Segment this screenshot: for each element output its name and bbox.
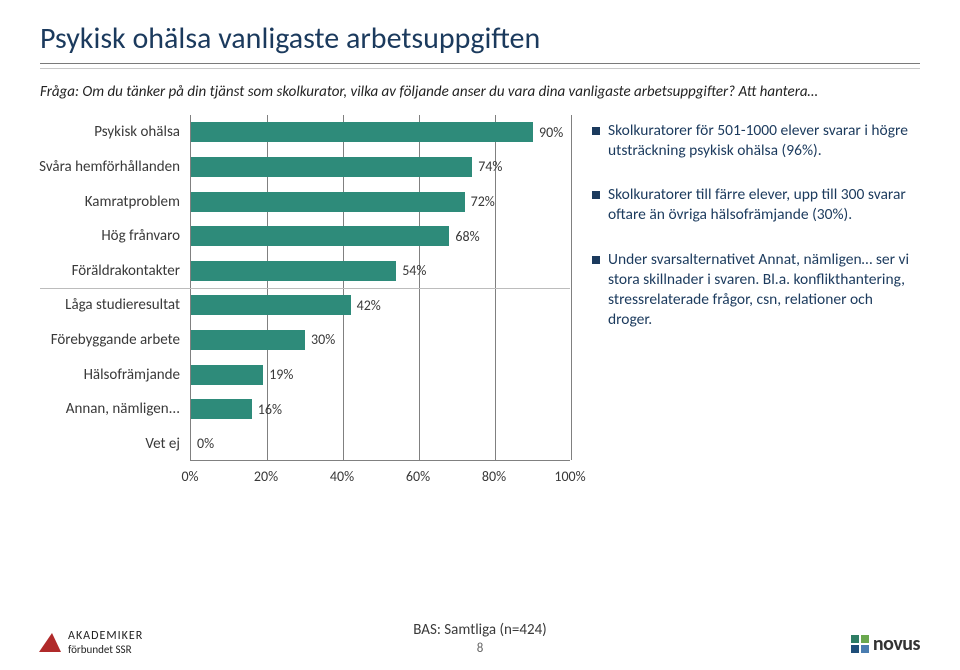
footer-center: BAS: Samtliga (n=424) 8: [0, 621, 960, 656]
bar-row: 19%: [191, 365, 293, 385]
title-rule-light: [40, 68, 920, 69]
bar: [191, 295, 351, 315]
bar-value-label: 72%: [471, 193, 495, 210]
bar-row: 72%: [191, 192, 495, 212]
bar-row: 42%: [191, 295, 381, 315]
bar-value-label: 19%: [269, 366, 293, 383]
bullet-marker-icon: [592, 127, 600, 135]
bar-value-label: 54%: [402, 262, 426, 279]
bar-row: 16%: [191, 399, 282, 419]
bar: [191, 399, 252, 419]
bar: [191, 226, 449, 246]
bullet-marker-icon: [592, 256, 600, 264]
x-axis-label: 40%: [330, 468, 354, 485]
bullet-text: Under svarsalternativet Annat, nämligen……: [608, 250, 920, 331]
bullet-item: Under svarsalternativet Annat, nämligen……: [592, 250, 920, 331]
bar-row: 74%: [191, 157, 502, 177]
novus-dots-icon: [851, 635, 869, 653]
category-label: Låga studieresultat: [20, 295, 180, 315]
category-label: Föräldrakontakter: [20, 261, 180, 281]
bullet-item: Skolkuratorer för 501-1000 elever svarar…: [592, 121, 920, 161]
title-rule: [40, 63, 920, 64]
category-label: Annan, nämligen...: [20, 399, 180, 419]
chart-area: 90% 74% 72% 68% 54% 42% 30% 19% 16% 0% 0% 20% 40% 60%…: [40, 115, 580, 495]
bar: [191, 157, 472, 177]
logo-triangle-icon: [39, 633, 63, 652]
bar-value-label: 90%: [539, 124, 563, 141]
bar-row: 30%: [191, 330, 335, 350]
bar-row: 68%: [191, 226, 480, 246]
category-label: Svåra hemförhållanden: [20, 157, 180, 177]
bar-row: 90%: [191, 122, 563, 142]
logo-right-text: novus: [873, 632, 920, 656]
x-axis-label: 0%: [181, 468, 198, 485]
x-axis-label: 60%: [406, 468, 430, 485]
category-label: Förebyggande arbete: [20, 330, 180, 350]
bar: [191, 122, 533, 142]
horizontal-divider: [40, 288, 570, 289]
category-label: Vet ej: [20, 434, 180, 454]
category-label: Kamratproblem: [20, 192, 180, 212]
category-label: Psykisk ohälsa: [20, 122, 180, 142]
bar: [191, 365, 263, 385]
logo-akademiker: AKADEMIKER förbundet SSR: [40, 629, 143, 656]
logo-left-line1: AKADEMIKER: [68, 629, 143, 643]
question-text: Fråga: Om du tänker på din tjänst som sk…: [40, 83, 920, 101]
bar-value-label: 16%: [258, 401, 282, 418]
bar-value-label: 42%: [357, 297, 381, 314]
bar-value-label: 30%: [311, 331, 335, 348]
bar-value-label: 0%: [197, 435, 214, 452]
base-text: BAS: Samtliga (n=424): [413, 621, 546, 639]
x-axis-label: 80%: [482, 468, 506, 485]
category-label: Hög frånvaro: [20, 226, 180, 246]
logo-left-line2: förbundet SSR: [68, 643, 143, 656]
bullet-marker-icon: [592, 191, 600, 199]
bar-row: 54%: [191, 261, 426, 281]
x-axis-label: 100%: [554, 468, 585, 485]
bar-value-label: 68%: [455, 228, 479, 245]
bar: [191, 192, 465, 212]
bar: [191, 330, 305, 350]
logo-novus: novus: [851, 632, 920, 656]
bar: [191, 261, 396, 281]
bullet-text: Skolkuratorer för 501-1000 elever svarar…: [608, 121, 920, 161]
bar-value-label: 74%: [478, 158, 502, 175]
slide-title: Psykisk ohälsa vanligaste arbetsuppgifte…: [40, 20, 920, 57]
bullets-area: Skolkuratorer för 501-1000 elever svarar…: [592, 115, 920, 495]
x-axis-label: 20%: [254, 468, 278, 485]
gridline: [571, 115, 572, 460]
bullet-item: Skolkuratorer till färre elever, upp til…: [592, 185, 920, 225]
category-label: Hälsofrämjande: [20, 365, 180, 385]
bar-row: 0%: [191, 434, 214, 454]
bullet-text: Skolkuratorer till färre elever, upp til…: [608, 185, 920, 225]
page-number: 8: [0, 641, 960, 656]
